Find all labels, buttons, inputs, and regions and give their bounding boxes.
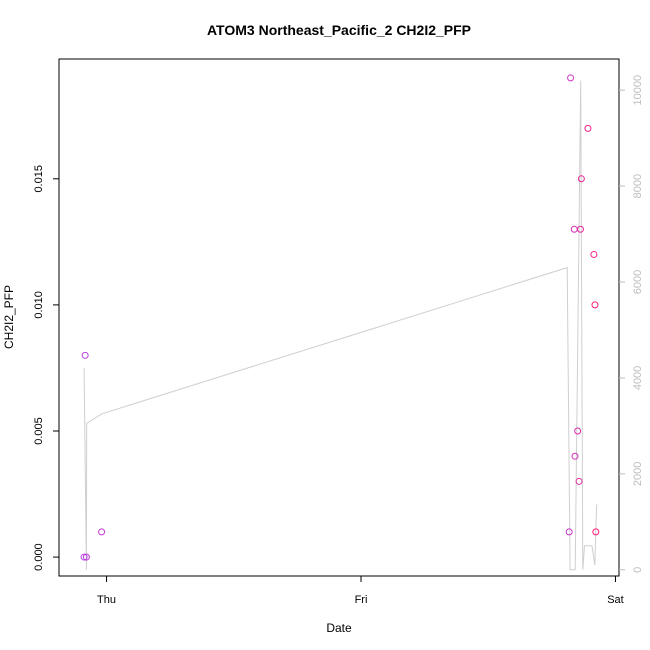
data-point <box>82 553 90 561</box>
data-point <box>98 528 106 536</box>
y-axis-ticks: 0.000 0.005 0.010 0.015 <box>33 165 59 571</box>
data-point <box>576 225 584 233</box>
y2-tick-label: 0 <box>632 567 644 573</box>
series-points-group <box>80 74 600 561</box>
data-point <box>577 175 585 183</box>
y2-tick-label: 2000 <box>632 462 644 486</box>
data-point <box>574 427 582 435</box>
series-line-group <box>83 80 598 571</box>
y-tick-label: 0.000 <box>33 543 45 571</box>
data-point <box>80 553 88 561</box>
y-axis-label: CH2I2_PFP <box>2 285 16 349</box>
y-tick-label: 0.015 <box>33 165 45 193</box>
x-tick-label: Fri <box>355 594 368 606</box>
y2-tick-label: 8000 <box>632 174 644 198</box>
data-point <box>81 351 89 359</box>
x-axis-label: Date <box>326 621 352 635</box>
x-axis-ticks: Thu Fri Sat <box>97 576 624 606</box>
data-point <box>571 452 579 460</box>
data-point <box>592 528 600 536</box>
data-point <box>575 477 583 485</box>
data-point <box>584 124 592 132</box>
x-tick-label: Thu <box>97 594 116 606</box>
y-tick-label: 0.010 <box>33 291 45 319</box>
data-point <box>591 301 599 309</box>
y2-tick-label: 10000 <box>632 75 644 106</box>
y-tick-label: 0.005 <box>33 417 45 445</box>
y2-tick-label: 6000 <box>632 270 644 294</box>
chart-title: ATOM3 Northeast_Pacific_2 CH2I2_PFP <box>207 22 471 38</box>
data-point <box>567 74 575 82</box>
plot-frame <box>58 58 620 577</box>
data-point <box>565 528 573 536</box>
y2-tick-label: 4000 <box>632 366 644 390</box>
data-point <box>590 250 598 258</box>
series-line <box>83 80 598 571</box>
x-tick-label: Sat <box>607 594 624 606</box>
y2-axis-ticks: 0 2000 4000 6000 8000 10000 <box>619 75 644 573</box>
